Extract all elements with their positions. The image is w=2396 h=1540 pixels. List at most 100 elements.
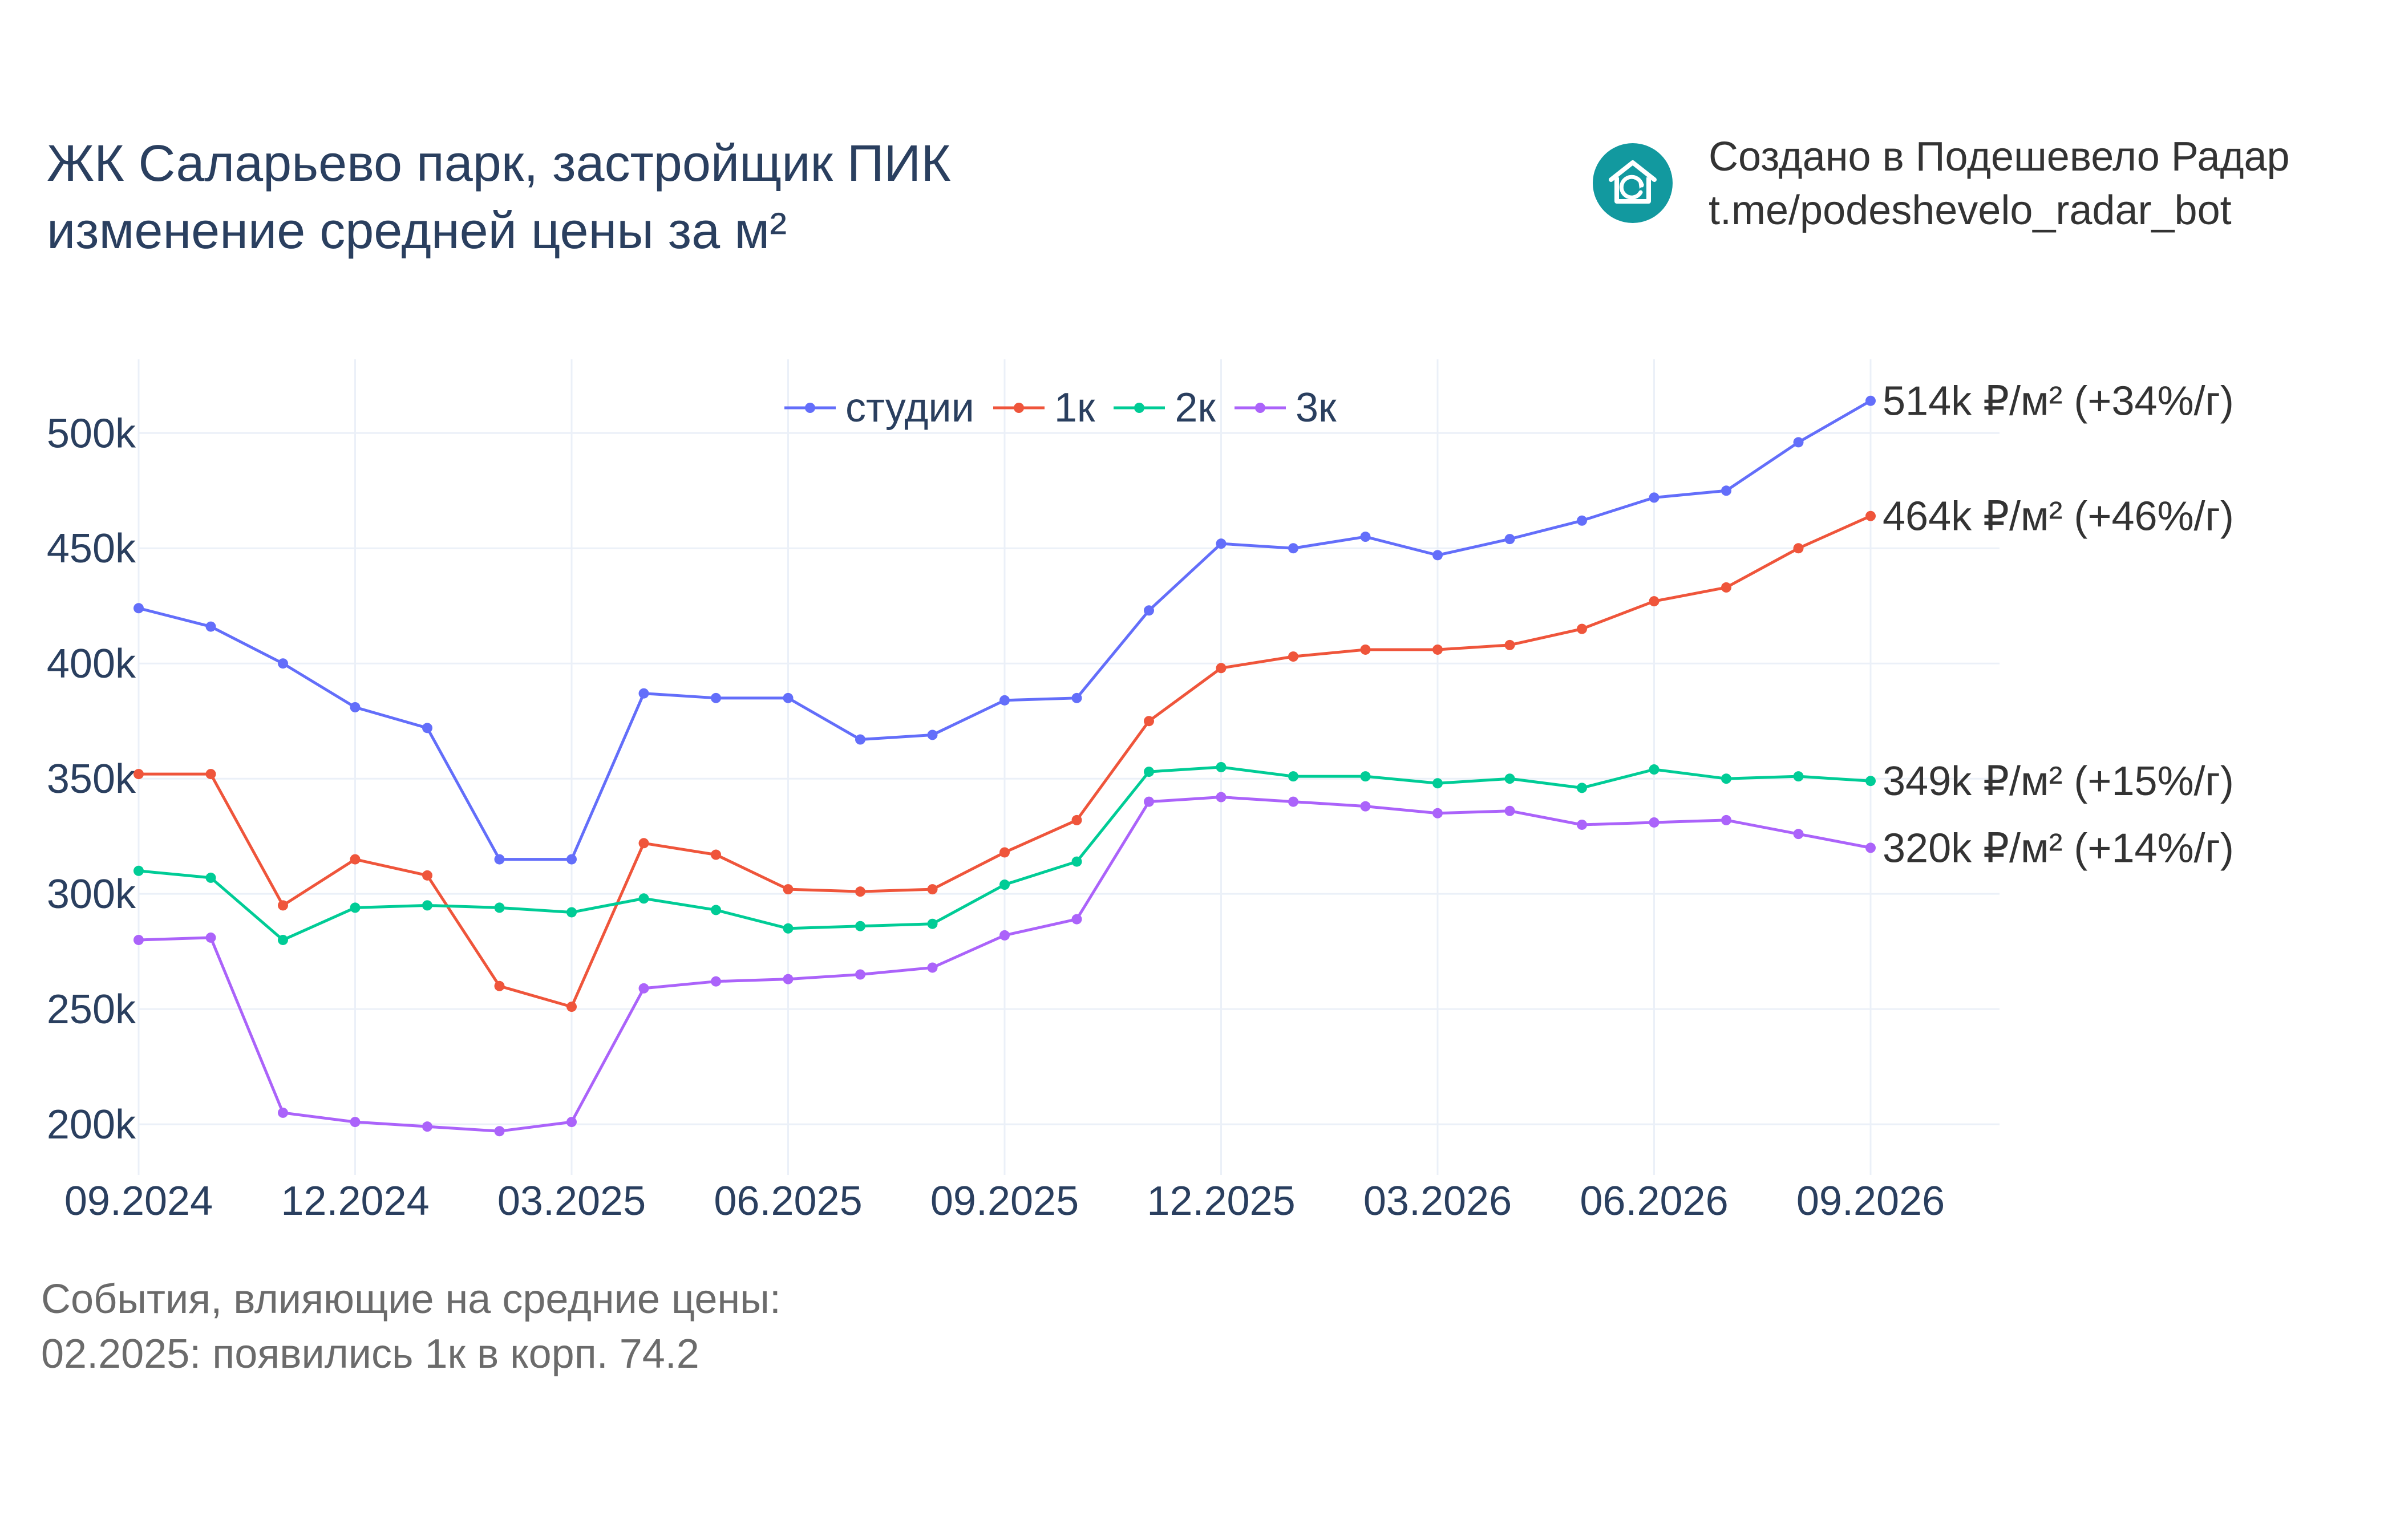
data-point [711, 692, 721, 703]
data-point [1504, 805, 1515, 816]
data-point [205, 872, 216, 883]
data-point [1071, 856, 1082, 867]
data-point [566, 1002, 577, 1012]
data-point [1144, 796, 1154, 807]
data-point [1865, 395, 1876, 406]
legend-item[interactable]: 2к [1111, 384, 1216, 431]
x-tick-label: 09.2026 [1796, 1178, 1945, 1224]
data-point [1432, 778, 1443, 789]
x-tick-label: 12.2025 [1147, 1178, 1295, 1224]
data-point [1216, 792, 1227, 803]
legend-swatch [1234, 403, 1286, 413]
series-3 [133, 762, 1876, 945]
data-point [1577, 783, 1587, 793]
legend: студии 1к 2к 3к [782, 379, 1352, 436]
legend-item[interactable]: 3к [1232, 384, 1337, 431]
series-layer [133, 395, 1876, 1137]
credit-block: Создано в Подешевело Радар t.me/podeshev… [1709, 130, 2290, 237]
credit-line-1: Создано в Подешевело Радар [1709, 134, 2290, 180]
data-point [133, 865, 144, 876]
x-tick-label: 09.2025 [930, 1178, 1079, 1224]
data-point [1360, 644, 1371, 655]
chart-title: ЖК Саларьево парк, застройщик ПИК измене… [47, 130, 951, 265]
data-point [927, 962, 938, 973]
data-point [1793, 771, 1804, 782]
data-point [1865, 510, 1876, 521]
data-point [494, 854, 505, 865]
x-tick-label: 03.2025 [497, 1178, 646, 1224]
series-2 [133, 510, 1876, 1012]
data-point [1071, 914, 1082, 925]
data-point [855, 734, 865, 745]
legend-label: 1к [1054, 385, 1095, 431]
legend-swatch [784, 403, 836, 413]
y-tick-label: 350k [47, 756, 136, 802]
data-point [1288, 771, 1298, 782]
house-refresh-icon [1593, 143, 1673, 223]
title-line-2: изменение средней цены за м² [47, 202, 787, 260]
data-point [927, 884, 938, 895]
y-tick-label: 300k [47, 872, 136, 917]
y-axis: 200k 250k 300k 350k 400k 450k 500k [47, 411, 136, 1148]
data-point [422, 900, 432, 911]
y-tick-label: 400k [47, 641, 136, 687]
x-tick-label: 06.2025 [714, 1178, 862, 1224]
data-point [855, 969, 865, 980]
data-point [999, 930, 1010, 941]
data-point [422, 870, 432, 881]
data-point [1504, 639, 1515, 650]
data-point [1865, 842, 1876, 853]
data-point [855, 921, 865, 931]
data-point [1721, 485, 1731, 496]
end-value-label: 514k ₽/м² (+34%/г) [1883, 379, 2234, 424]
end-value-label: 320k ₽/м² (+14%/г) [1883, 825, 2234, 871]
data-point [999, 695, 1010, 706]
data-point [1432, 644, 1443, 655]
data-point [1216, 762, 1227, 772]
data-point [422, 723, 432, 733]
data-point [205, 932, 216, 943]
data-point [1071, 692, 1082, 703]
event-item: 02.2025: появились 1к в корп. 74.2 [41, 1331, 699, 1377]
series-4 [133, 792, 1876, 1137]
legend-item[interactable]: студии [782, 384, 974, 431]
data-point [350, 702, 361, 712]
data-point [783, 884, 794, 895]
end-labels: 514k ₽/м² (+34%/г) 464k ₽/м² (+46%/г) 349k… [1883, 379, 2234, 872]
grid-layer [137, 359, 2000, 1175]
data-point [278, 658, 288, 669]
events-note: События, влияющие на средние цены: 02.20… [41, 1272, 781, 1381]
data-point [1504, 534, 1515, 545]
data-point [1360, 801, 1371, 812]
data-point [566, 854, 577, 865]
end-value-label: 349k ₽/м² (+15%/г) [1883, 759, 2234, 804]
data-point [566, 1117, 577, 1128]
credit-link[interactable]: t.me/podeshevelo_radar_bot [1709, 188, 2232, 233]
data-point [1865, 776, 1876, 787]
data-point [1144, 716, 1154, 727]
y-tick-label: 450k [47, 526, 136, 572]
data-point [1071, 814, 1082, 825]
data-point [783, 692, 794, 703]
data-point [638, 688, 649, 699]
data-point [350, 1117, 361, 1128]
legend-label: студии [845, 385, 974, 431]
data-point [205, 769, 216, 780]
data-point [1649, 492, 1660, 503]
data-point [1144, 767, 1154, 777]
end-value-label: 464k ₽/м² (+46%/г) [1883, 494, 2234, 540]
x-axis: 09.2024 12.2024 03.2025 06.2025 09.2025 12.20… [64, 1178, 1945, 1224]
data-point [783, 974, 794, 984]
data-point [1288, 543, 1298, 554]
legend-label: 3к [1295, 385, 1337, 431]
data-point [1793, 437, 1804, 448]
data-point [711, 976, 721, 987]
legend-item[interactable]: 1к [990, 384, 1095, 431]
legend-label: 2к [1175, 385, 1216, 431]
data-point [1144, 605, 1154, 616]
data-point [999, 847, 1010, 858]
data-point [1360, 771, 1371, 782]
data-point [1649, 817, 1660, 828]
data-point [1577, 623, 1587, 634]
